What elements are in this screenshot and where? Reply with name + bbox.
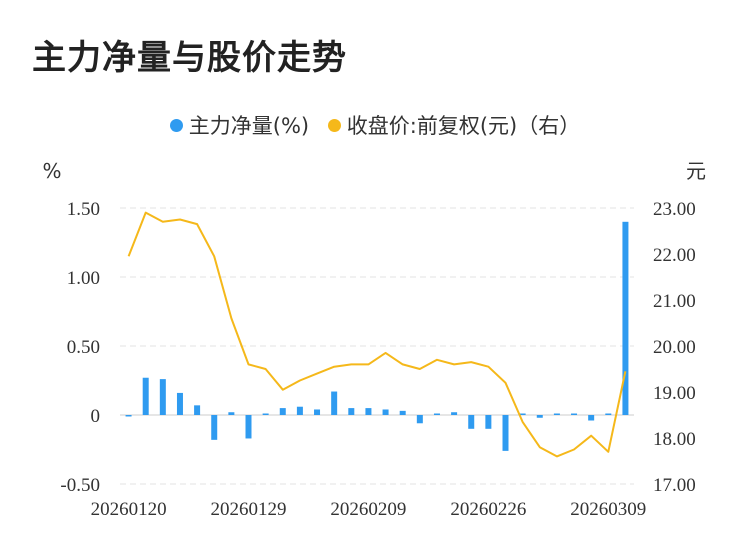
bar-5 — [211, 415, 218, 440]
right-tick-label: 17.00 — [653, 475, 696, 496]
left-tick-label: -0.50 — [60, 475, 100, 496]
bar-9 — [279, 408, 286, 415]
right-tick-label: 18.00 — [653, 429, 696, 450]
bar-28 — [605, 413, 612, 415]
bar-23 — [519, 413, 526, 415]
bar-15 — [382, 409, 389, 415]
bar-26 — [571, 413, 578, 415]
bar-11 — [314, 409, 321, 415]
bar-8 — [262, 413, 269, 415]
bar-27 — [588, 415, 595, 421]
right-tick-label: 19.00 — [653, 383, 696, 404]
price-line — [127, 211, 627, 458]
bar-10 — [296, 406, 303, 415]
bar-18 — [433, 413, 440, 415]
x-tick-label: 20260309 — [570, 499, 646, 520]
right-tick-label: 20.00 — [653, 337, 696, 358]
left-tick-label: 1.50 — [67, 199, 100, 220]
legend-item-line[interactable]: 收盘价:前复权(元)（右） — [327, 110, 581, 140]
bar-16 — [399, 410, 406, 415]
bar-25 — [553, 413, 560, 415]
bar-2 — [159, 379, 166, 415]
legend-item-bar[interactable]: 主力净量(%) — [169, 110, 310, 140]
bar-0 — [125, 415, 132, 417]
bar-1 — [142, 377, 149, 415]
legend-bar-label: 主力净量(%) — [188, 114, 310, 138]
right-tick-label: 21.00 — [653, 291, 696, 312]
left-axis-unit: % — [42, 159, 61, 183]
bar-20 — [468, 415, 475, 429]
legend-line-label: 收盘价:前复权(元)（右） — [346, 114, 581, 138]
bar-14 — [365, 408, 372, 415]
left-tick-label: 1.00 — [67, 268, 100, 289]
legend-line-dot-icon — [327, 118, 341, 132]
legend-bar-dot-icon — [169, 118, 183, 132]
bar-19 — [451, 412, 458, 415]
bar-6 — [228, 412, 235, 415]
chart-title: 主力净量与股价走势 — [32, 38, 347, 78]
bar-22 — [502, 415, 509, 451]
bar-12 — [331, 391, 338, 415]
bar-4 — [194, 405, 201, 415]
bar-24 — [536, 415, 543, 418]
x-tick-label: 20260209 — [330, 499, 406, 520]
left-tick-label: 0 — [91, 406, 101, 427]
x-tick-label: 20260120 — [91, 499, 167, 520]
bar-29 — [622, 221, 629, 415]
bar-17 — [416, 415, 423, 424]
right-axis-unit: 元 — [686, 159, 706, 183]
x-tick-label: 20260129 — [211, 499, 287, 520]
bar-3 — [176, 392, 183, 415]
x-tick-label: 20260226 — [450, 499, 526, 520]
legend: 主力净量(%) 收盘价:前复权(元)（右） — [0, 110, 750, 140]
right-tick-label: 22.00 — [653, 245, 696, 266]
bar-7 — [245, 415, 252, 439]
bar-21 — [485, 415, 492, 429]
left-tick-label: 0.50 — [67, 337, 100, 358]
bar-13 — [348, 408, 355, 415]
right-tick-label: 23.00 — [653, 199, 696, 220]
